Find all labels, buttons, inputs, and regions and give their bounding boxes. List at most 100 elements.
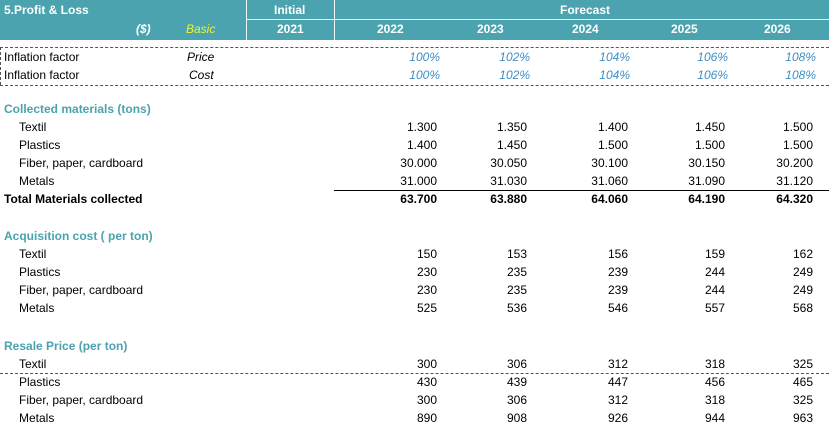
selection-marquee [0, 373, 829, 374]
cell-value: 447 [607, 375, 628, 389]
cell-value: 31.000 [400, 174, 437, 188]
cell-value: 1.300 [406, 120, 437, 134]
cell-value: 239 [607, 265, 628, 279]
cell-value: 557 [704, 301, 725, 315]
cell-value: 536 [506, 301, 527, 315]
cell-value: 1.500 [782, 138, 813, 152]
cell-value: 318 [704, 357, 725, 371]
cell-value: 249 [792, 283, 813, 297]
cell-value: 465 [792, 375, 813, 389]
inflation-border-top [0, 47, 829, 48]
cell-value: 156 [607, 247, 628, 261]
section-title: Collected materials (tons) [4, 102, 151, 116]
cell-value: 108% [785, 68, 816, 82]
cell-value: 31.120 [776, 174, 813, 188]
cell-value: 31.030 [490, 174, 527, 188]
currency-label: ($) [136, 22, 151, 36]
sheet-header: 5.Profit & Loss ($) Basic Initial Foreca… [0, 0, 829, 40]
cell-value: 102% [499, 68, 530, 82]
cell-value: 312 [607, 357, 628, 371]
row-label: Metals [19, 174, 55, 188]
year-header: 2023 [477, 22, 504, 36]
cell-value: 106% [697, 50, 728, 64]
section-title: Acquisition cost ( per ton) [4, 229, 153, 243]
total-label: Total Materials collected [4, 192, 143, 206]
total-value: 64.060 [591, 192, 628, 206]
row-label: Fiber, paper, cardboard [19, 156, 144, 170]
total-value: 63.880 [490, 192, 527, 206]
total-value: 64.320 [776, 192, 813, 206]
cell-value: 31.060 [591, 174, 628, 188]
cell-value: 908 [506, 411, 527, 425]
row-label: Plastics [19, 265, 61, 279]
row-type: Price [187, 50, 215, 64]
cell-value: 30.050 [490, 156, 527, 170]
cell-value: 306 [506, 357, 527, 371]
cell-value: 1.500 [597, 138, 628, 152]
cell-value: 100% [409, 68, 440, 82]
cell-value: 30.000 [400, 156, 437, 170]
cell-value: 456 [704, 375, 725, 389]
cell-value: 1.500 [694, 138, 725, 152]
cell-value: 104% [599, 50, 630, 64]
cell-value: 1.400 [597, 120, 628, 134]
cell-value: 244 [704, 265, 725, 279]
inflation-border-bottom [0, 85, 829, 86]
row-label: Inflation factor [4, 50, 80, 64]
cell-value: 525 [416, 301, 437, 315]
cell-value: 1.350 [496, 120, 527, 134]
sheet-title: 5.Profit & Loss [4, 3, 89, 17]
cell-value: 325 [792, 357, 813, 371]
cell-value: 1.400 [406, 138, 437, 152]
cell-value: 244 [704, 283, 725, 297]
row-label: Fiber, paper, cardboard [19, 393, 144, 407]
cell-value: 1.500 [782, 120, 813, 134]
cell-value: 1.450 [694, 120, 725, 134]
cell-value: 159 [704, 247, 725, 261]
total-rule [334, 190, 829, 191]
row-label: Metals [19, 301, 55, 315]
cell-value: 963 [792, 411, 813, 425]
cell-value: 102% [499, 50, 530, 64]
row-label: Textil [19, 357, 47, 371]
header-divider [334, 0, 335, 40]
section-title: Resale Price (per ton) [4, 339, 128, 353]
cell-value: 300 [416, 357, 437, 371]
cell-value: 30.200 [776, 156, 813, 170]
year-header: 2026 [764, 22, 791, 36]
cell-value: 235 [506, 283, 527, 297]
row-label: Textil [19, 247, 47, 261]
inflation-border-left [0, 47, 1, 85]
cell-value: 1.450 [496, 138, 527, 152]
cell-value: 106% [697, 68, 728, 82]
cell-value: 325 [792, 393, 813, 407]
cell-value: 230 [416, 283, 437, 297]
year-header: 2022 [377, 22, 404, 36]
header-rule [246, 19, 829, 20]
year-header: 2024 [572, 22, 599, 36]
cell-value: 30.150 [688, 156, 725, 170]
cell-value: 150 [416, 247, 437, 261]
cell-value: 108% [785, 50, 816, 64]
cell-value: 312 [607, 393, 628, 407]
cell-value: 568 [792, 301, 813, 315]
header-divider [246, 0, 247, 40]
row-label: Inflation factor [4, 68, 80, 82]
scenario-label: Basic [186, 22, 216, 36]
cell-value: 318 [704, 393, 725, 407]
cell-value: 30.100 [591, 156, 628, 170]
initial-label: Initial [274, 3, 306, 17]
row-label: Metals [19, 411, 55, 425]
row-label: Plastics [19, 138, 61, 152]
row-label: Fiber, paper, cardboard [19, 283, 144, 297]
year-header: 2025 [671, 22, 698, 36]
cell-value: 439 [506, 375, 527, 389]
cell-value: 104% [599, 68, 630, 82]
row-label: Plastics [19, 375, 61, 389]
cell-value: 31.090 [688, 174, 725, 188]
cell-value: 944 [704, 411, 725, 425]
total-value: 63.700 [400, 192, 437, 206]
cell-value: 153 [506, 247, 527, 261]
row-type: Cost [189, 68, 214, 82]
cell-value: 306 [506, 393, 527, 407]
